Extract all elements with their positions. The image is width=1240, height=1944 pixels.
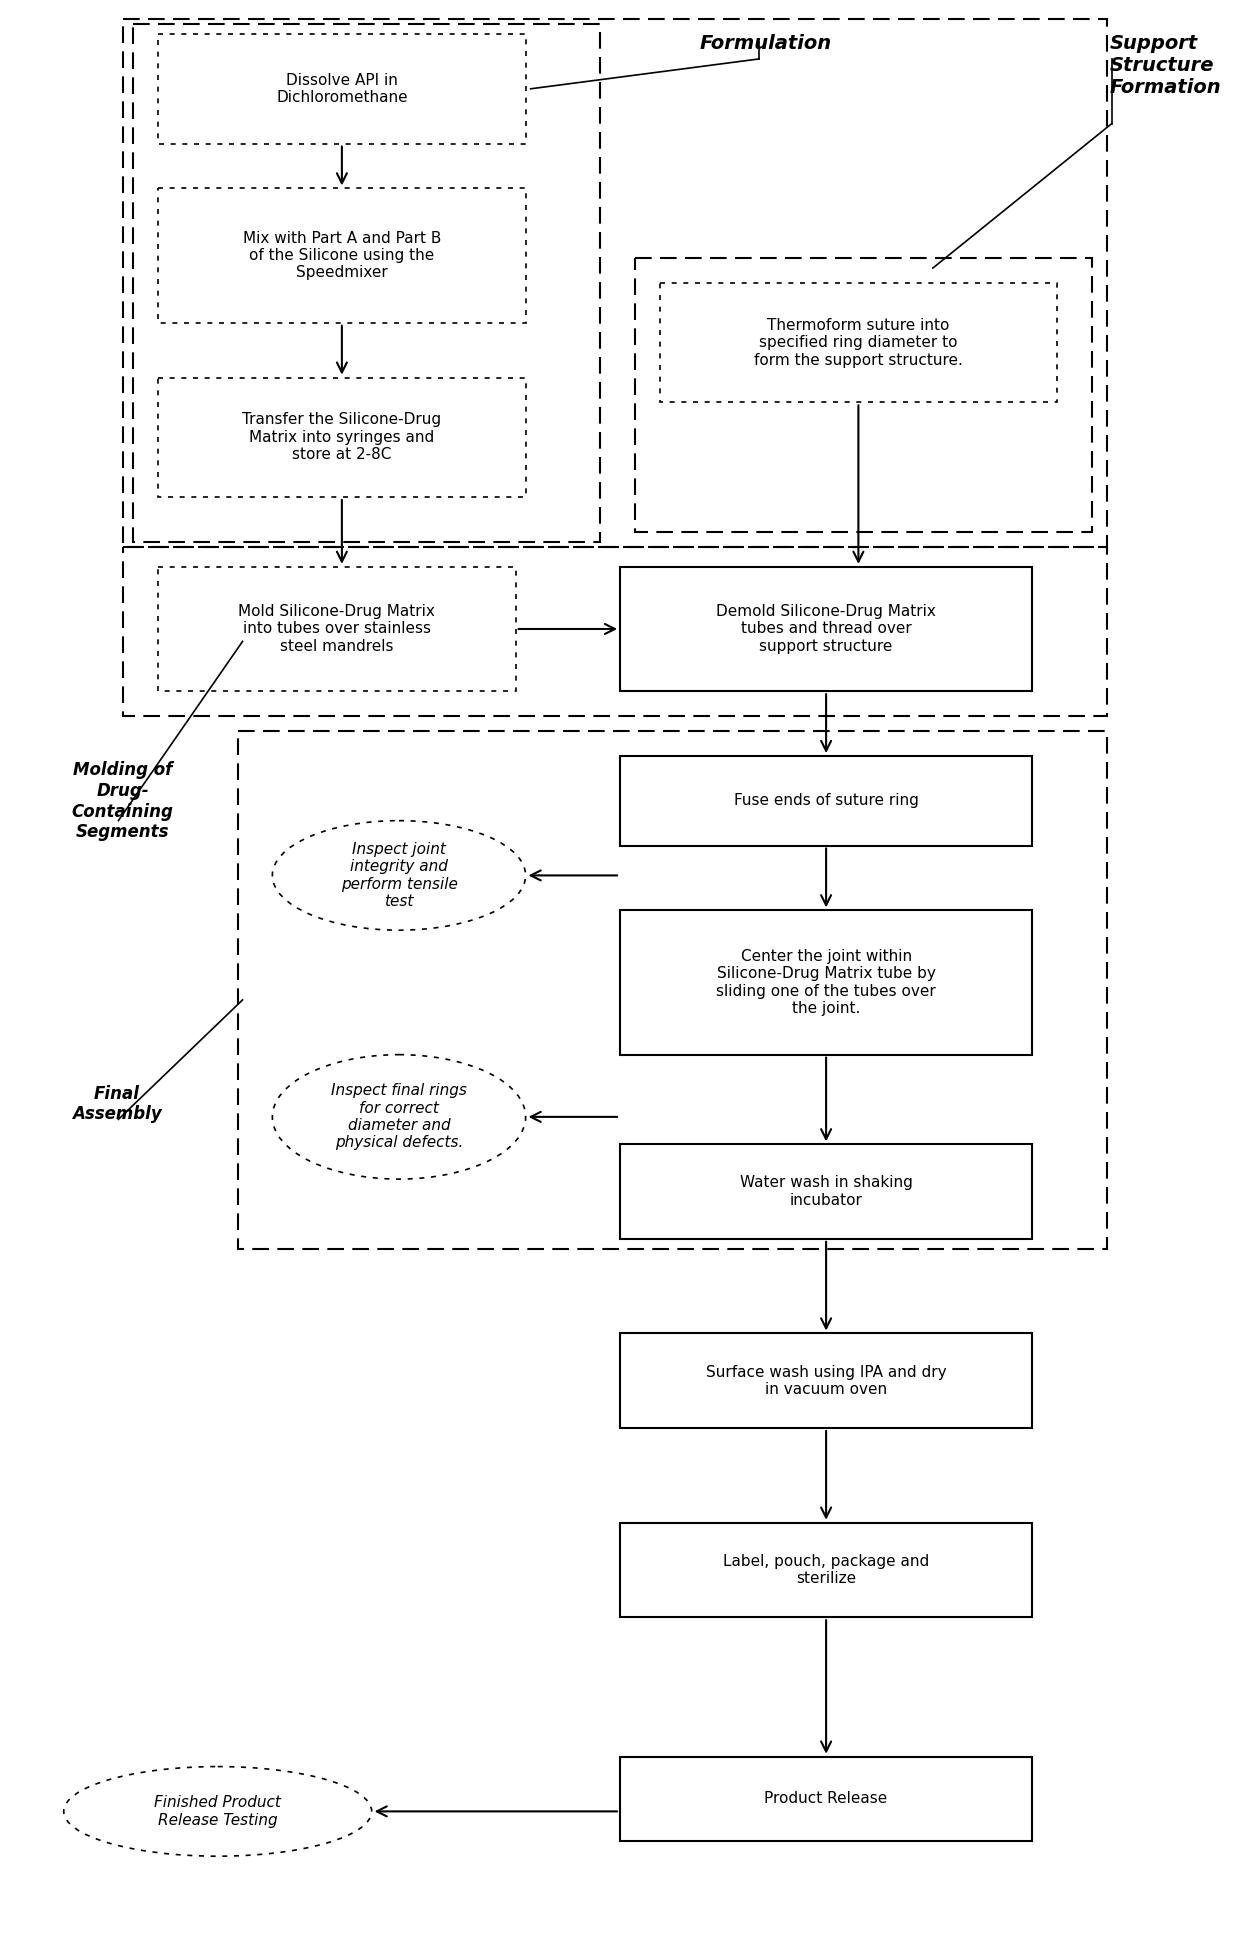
- Bar: [620, 1522, 1032, 1617]
- Text: Thermoform suture into
specified ring diameter to
form the support structure.: Thermoform suture into specified ring di…: [754, 317, 962, 367]
- Bar: [159, 189, 526, 323]
- Bar: [159, 35, 526, 144]
- Text: Product Release: Product Release: [765, 1792, 888, 1806]
- Text: Formulation: Formulation: [699, 35, 832, 52]
- Text: Demold Silicone-Drug Matrix
tubes and thread over
support structure: Demold Silicone-Drug Matrix tubes and th…: [717, 605, 936, 653]
- Text: Dissolve API in
Dichloromethane: Dissolve API in Dichloromethane: [277, 72, 408, 105]
- Bar: [620, 1145, 1032, 1238]
- Bar: [620, 1334, 1032, 1429]
- Bar: [159, 568, 516, 692]
- Text: Mix with Part A and Part B
of the Silicone using the
Speedmixer: Mix with Part A and Part B of the Silico…: [243, 231, 441, 280]
- Text: Center the joint within
Silicone-Drug Matrix tube by
sliding one of the tubes ov: Center the joint within Silicone-Drug Ma…: [717, 949, 936, 1017]
- Text: Transfer the Silicone-Drug
Matrix into syringes and
store at 2-8C: Transfer the Silicone-Drug Matrix into s…: [242, 412, 441, 463]
- Bar: [620, 910, 1032, 1056]
- Bar: [123, 546, 1107, 715]
- Bar: [620, 756, 1032, 846]
- Text: Inspect final rings
for correct
diameter and
physical defects.: Inspect final rings for correct diameter…: [331, 1083, 467, 1151]
- Bar: [635, 259, 1091, 533]
- Text: Inspect joint
integrity and
perform tensile
test: Inspect joint integrity and perform tens…: [341, 842, 458, 910]
- Text: Surface wash using IPA and dry
in vacuum oven: Surface wash using IPA and dry in vacuum…: [706, 1365, 946, 1398]
- Text: Water wash in shaking
incubator: Water wash in shaking incubator: [740, 1176, 913, 1207]
- Text: Label, pouch, package and
sterilize: Label, pouch, package and sterilize: [723, 1553, 929, 1586]
- Bar: [133, 23, 600, 542]
- Text: Support
Structure
Formation: Support Structure Formation: [1110, 35, 1221, 97]
- Bar: [238, 731, 1107, 1248]
- Text: Finished Product
Release Testing: Finished Product Release Testing: [154, 1794, 281, 1827]
- Text: Final
Assembly: Final Assembly: [72, 1085, 161, 1124]
- Text: Molding of
Drug-
Containing
Segments: Molding of Drug- Containing Segments: [72, 760, 174, 842]
- Text: Fuse ends of suture ring: Fuse ends of suture ring: [734, 793, 919, 809]
- Bar: [159, 377, 526, 498]
- Bar: [620, 568, 1032, 692]
- Bar: [620, 1757, 1032, 1841]
- Bar: [123, 19, 1107, 546]
- Text: Mold Silicone-Drug Matrix
into tubes over stainless
steel mandrels: Mold Silicone-Drug Matrix into tubes ove…: [238, 605, 435, 653]
- Bar: [660, 284, 1056, 402]
